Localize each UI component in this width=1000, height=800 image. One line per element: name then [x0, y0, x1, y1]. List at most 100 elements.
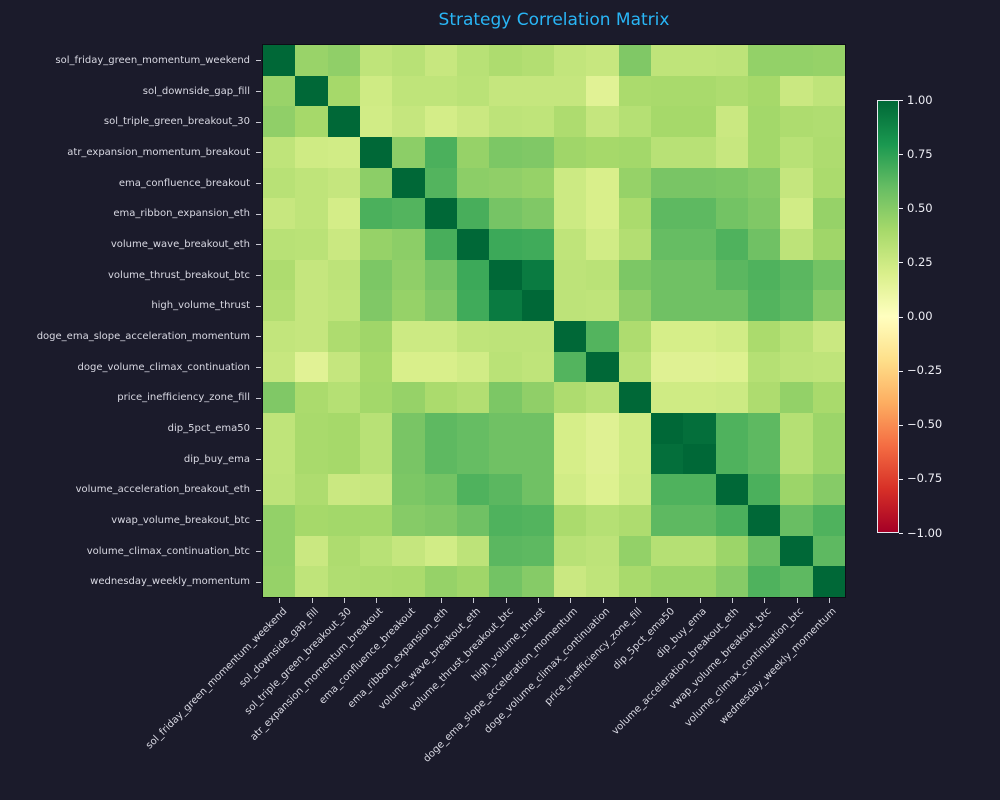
y-tick-label: dip_5pct_ema50	[167, 422, 250, 434]
heatmap-cell	[747, 382, 781, 413]
heatmap-cell	[295, 443, 328, 475]
heatmap-cell	[586, 106, 619, 137]
heatmap-cell	[683, 535, 716, 567]
heatmap-cell	[521, 320, 554, 352]
heatmap-cell	[359, 382, 393, 413]
heatmap-cell	[586, 351, 619, 383]
heatmap-cell	[650, 535, 684, 567]
x-tick-mark	[408, 598, 410, 603]
heatmap-cell	[521, 290, 554, 321]
x-tick-mark	[537, 598, 539, 603]
x-tick-mark	[796, 598, 798, 603]
x-tick-mark	[279, 598, 281, 603]
heatmap-cell	[521, 167, 554, 199]
heatmap-cell	[618, 382, 651, 413]
heatmap-cell	[586, 136, 619, 168]
heatmap-cell	[521, 412, 554, 444]
heatmap-cell	[327, 535, 360, 567]
x-tick-mark	[764, 598, 766, 603]
heatmap-cell	[263, 474, 296, 505]
heatmap-cell	[586, 167, 619, 199]
heatmap-cell	[650, 136, 684, 168]
y-tick-label: dip_buy_ema	[183, 453, 250, 465]
heatmap-cell	[456, 106, 490, 137]
heatmap-cell	[747, 259, 781, 291]
y-tick-mark	[256, 428, 261, 430]
heatmap-cell	[359, 320, 393, 352]
heatmap-cell	[683, 382, 716, 413]
heatmap-cell	[747, 198, 781, 229]
y-tick-mark	[256, 305, 261, 307]
heatmap-cell	[263, 290, 296, 321]
heatmap-cell	[295, 259, 328, 291]
heatmap-cell	[263, 106, 296, 137]
y-tick-label: volume_climax_continuation_btc	[86, 545, 250, 557]
heatmap-cell	[553, 412, 587, 444]
heatmap-cell	[359, 412, 393, 444]
heatmap-cell	[715, 106, 748, 137]
heatmap-cell	[456, 504, 490, 536]
heatmap-cell	[489, 136, 522, 168]
heatmap-cell	[489, 351, 522, 383]
y-tick-label: sol_downside_gap_fill	[142, 85, 250, 97]
heatmap-cell	[295, 167, 328, 199]
heatmap-cell	[618, 474, 651, 505]
heatmap-cell	[683, 351, 716, 383]
heatmap-cell	[650, 75, 684, 107]
heatmap-cell	[263, 75, 296, 107]
heatmap-cell	[392, 320, 425, 352]
heatmap-cell	[553, 320, 587, 352]
heatmap-cell	[715, 412, 748, 444]
heatmap-cell	[327, 290, 360, 321]
heatmap-cell	[650, 474, 684, 505]
heatmap-cell	[359, 106, 393, 137]
heatmap-cell	[586, 45, 619, 76]
heatmap-cell	[812, 443, 845, 475]
heatmap-cell	[424, 474, 457, 505]
heatmap-cell	[424, 198, 457, 229]
x-tick-mark	[440, 598, 442, 603]
heatmap-cell	[359, 259, 393, 291]
heatmap-cell	[747, 504, 781, 536]
heatmap-cell	[327, 75, 360, 107]
heatmap-cell	[263, 382, 296, 413]
heatmap-cell	[812, 504, 845, 536]
heatmap-cell	[489, 412, 522, 444]
heatmap-cell	[618, 136, 651, 168]
x-tick-mark	[731, 598, 733, 603]
heatmap-cell	[715, 566, 748, 597]
heatmap-cell	[489, 259, 522, 291]
heatmap-cell	[456, 198, 490, 229]
heatmap-cell	[327, 228, 360, 260]
heatmap-cell	[424, 45, 457, 76]
heatmap-cell	[521, 504, 554, 536]
heatmap-cell	[359, 566, 393, 597]
heatmap-cell	[424, 259, 457, 291]
heatmap-cell	[327, 443, 360, 475]
heatmap-cell	[586, 412, 619, 444]
heatmap-cell	[618, 443, 651, 475]
x-tick-mark	[699, 598, 701, 603]
heatmap-cell	[747, 351, 781, 383]
heatmap-cell	[618, 259, 651, 291]
heatmap-cell	[521, 259, 554, 291]
heatmap-cell	[456, 290, 490, 321]
heatmap-cell	[456, 259, 490, 291]
heatmap-cell	[780, 351, 813, 383]
colorbar-tick-mark	[899, 478, 903, 480]
colorbar-tick-mark	[899, 100, 903, 101]
heatmap-cell	[586, 474, 619, 505]
heatmap-cell	[359, 228, 393, 260]
heatmap-cell	[650, 106, 684, 137]
heatmap-cell	[586, 290, 619, 321]
heatmap-cell	[747, 167, 781, 199]
colorbar-tick-label: −0.75	[907, 471, 943, 486]
heatmap-cell	[683, 167, 716, 199]
heatmap-cell	[812, 106, 845, 137]
y-tick-mark	[256, 121, 261, 123]
heatmap-cell	[618, 320, 651, 352]
heatmap-cell	[812, 259, 845, 291]
heatmap-cell	[295, 106, 328, 137]
heatmap-cell	[295, 228, 328, 260]
heatmap-cell	[424, 412, 457, 444]
